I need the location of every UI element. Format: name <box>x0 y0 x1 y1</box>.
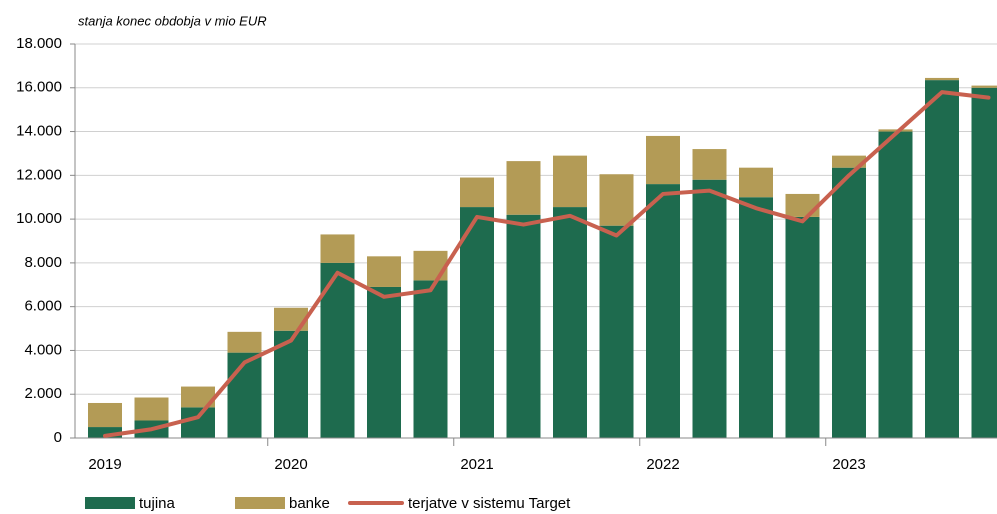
bar <box>832 167 866 438</box>
bar <box>88 427 122 438</box>
bar <box>320 234 355 263</box>
bar <box>971 87 997 439</box>
y-tick-label: 2.000 <box>24 385 62 402</box>
y-tick-label: 0 <box>54 429 62 446</box>
bar <box>785 216 820 438</box>
x-tick-label: 2022 <box>646 456 679 473</box>
line <box>103 90 991 438</box>
legend-label: tujina <box>139 495 176 512</box>
x-tick-label: 2020 <box>274 456 307 473</box>
bar <box>88 402 122 428</box>
x-tick-label: 2023 <box>832 456 865 473</box>
bar <box>460 177 494 208</box>
bar <box>646 135 680 185</box>
bar <box>646 184 680 438</box>
y-tick-label: 12.000 <box>16 166 62 183</box>
bar <box>785 193 820 217</box>
bar <box>367 256 401 287</box>
bar <box>460 207 494 438</box>
bar <box>367 286 401 438</box>
y-tick-label: 8.000 <box>24 254 62 271</box>
legend-swatch <box>85 497 135 509</box>
x-tick-label: 2019 <box>88 456 121 473</box>
bar <box>599 225 634 438</box>
bar <box>878 131 913 439</box>
bar <box>413 280 448 438</box>
y-tick-label: 16.000 <box>16 79 62 96</box>
bar <box>553 207 587 438</box>
bar <box>227 352 262 438</box>
bar <box>739 167 773 198</box>
bar <box>274 307 308 331</box>
bar <box>134 397 169 421</box>
bar <box>692 149 727 180</box>
chart-subtitle: stanja konec obdobja v mio EUR <box>78 13 267 28</box>
bar <box>506 214 541 438</box>
legend-swatch <box>235 497 285 509</box>
bar <box>413 250 448 281</box>
y-tick-label: 6.000 <box>24 298 62 315</box>
bar <box>181 386 215 408</box>
x-tick-label: 2021 <box>460 456 493 473</box>
bar <box>925 77 959 81</box>
y-tick-label: 14.000 <box>16 123 62 140</box>
bar <box>692 179 727 438</box>
bar <box>878 129 913 132</box>
bar <box>599 174 634 226</box>
y-tick-label: 4.000 <box>24 341 62 358</box>
bar <box>971 85 997 88</box>
bar <box>739 197 773 438</box>
legend-label: terjatve v sistemu Target <box>408 495 571 512</box>
bar <box>227 331 262 353</box>
bar <box>506 161 541 215</box>
bar <box>925 80 959 438</box>
y-tick-label: 10.000 <box>16 210 62 227</box>
bar <box>832 155 866 168</box>
bar <box>181 407 215 438</box>
y-tick-label: 18.000 <box>16 35 62 52</box>
bar <box>274 330 308 438</box>
bar <box>553 155 587 208</box>
legend-label: banke <box>289 495 330 512</box>
